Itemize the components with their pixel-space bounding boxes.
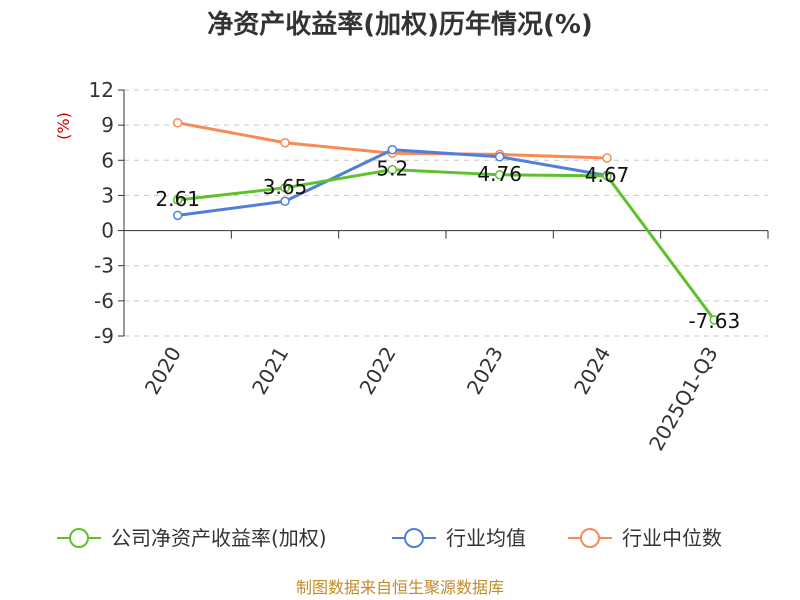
data-label: -7.63 bbox=[688, 309, 740, 333]
x-tick-label: 2024 bbox=[569, 343, 615, 399]
data-point bbox=[602, 171, 612, 181]
legend-label: 公司净资产收益率(加权) bbox=[111, 526, 327, 550]
legend-item: 行业均值 bbox=[392, 526, 526, 550]
series-line bbox=[177, 168, 716, 321]
source-note: 制图数据来自恒生聚源数据库 bbox=[296, 578, 504, 597]
gridlines bbox=[124, 89, 768, 337]
data-point bbox=[280, 183, 290, 193]
legend-label: 行业中位数 bbox=[622, 526, 722, 550]
x-tick-label: 2020 bbox=[140, 343, 186, 399]
legend-marker bbox=[580, 528, 600, 548]
y-tick-label: -3 bbox=[94, 254, 114, 278]
legend: 公司净资产收益率(加权) 行业均值 行业中位数 bbox=[57, 526, 722, 550]
data-point bbox=[280, 137, 290, 148]
data-point bbox=[387, 164, 398, 175]
y-tick-label: -6 bbox=[94, 289, 114, 313]
x-tick-label: 2022 bbox=[354, 343, 400, 399]
y-tick-label: 0 bbox=[101, 219, 114, 243]
data-point bbox=[494, 152, 505, 162]
y-tick-label: 9 bbox=[101, 113, 114, 137]
data-point bbox=[172, 210, 183, 221]
data-label: 5.2 bbox=[376, 157, 408, 181]
data-point bbox=[280, 196, 290, 207]
axes: 12 9 6 3 0 -3 -6 -9 2020 2021 2022 2023 2024 2025Q1-Q… bbox=[89, 78, 769, 455]
x-tick-label: 2021 bbox=[247, 343, 293, 399]
data-point bbox=[709, 315, 720, 325]
y-tick-label: 6 bbox=[101, 148, 114, 172]
data-label: 4.67 bbox=[585, 163, 630, 187]
data-label: 3.65 bbox=[263, 175, 308, 199]
data-label: 4.76 bbox=[477, 162, 522, 186]
x-tick-label: 2025Q1-Q3 bbox=[644, 343, 723, 455]
y-axis-unit: (%) bbox=[54, 112, 73, 140]
y-tick-label: 12 bbox=[89, 78, 114, 102]
data-point bbox=[172, 195, 183, 205]
legend-item: 公司净资产收益率(加权) bbox=[57, 526, 327, 550]
legend-marker bbox=[404, 528, 424, 548]
y-tick-label: 3 bbox=[101, 183, 114, 207]
chart-title: 净资产收益率(加权)历年情况(%) bbox=[207, 9, 593, 40]
y-tick-label: -9 bbox=[94, 324, 114, 348]
data-label: 2.61 bbox=[155, 187, 200, 211]
data-point bbox=[602, 153, 612, 163]
x-tick-label: 2023 bbox=[462, 343, 508, 399]
data-point bbox=[494, 170, 505, 180]
plot-area: 2.61 3.65 5.2 4.76 4.67 -7.63 bbox=[155, 118, 740, 333]
legend-label: 行业均值 bbox=[446, 526, 526, 550]
legend-marker bbox=[69, 528, 89, 548]
data-point bbox=[387, 144, 398, 155]
legend-item: 行业中位数 bbox=[568, 526, 722, 550]
data-point bbox=[172, 118, 183, 128]
